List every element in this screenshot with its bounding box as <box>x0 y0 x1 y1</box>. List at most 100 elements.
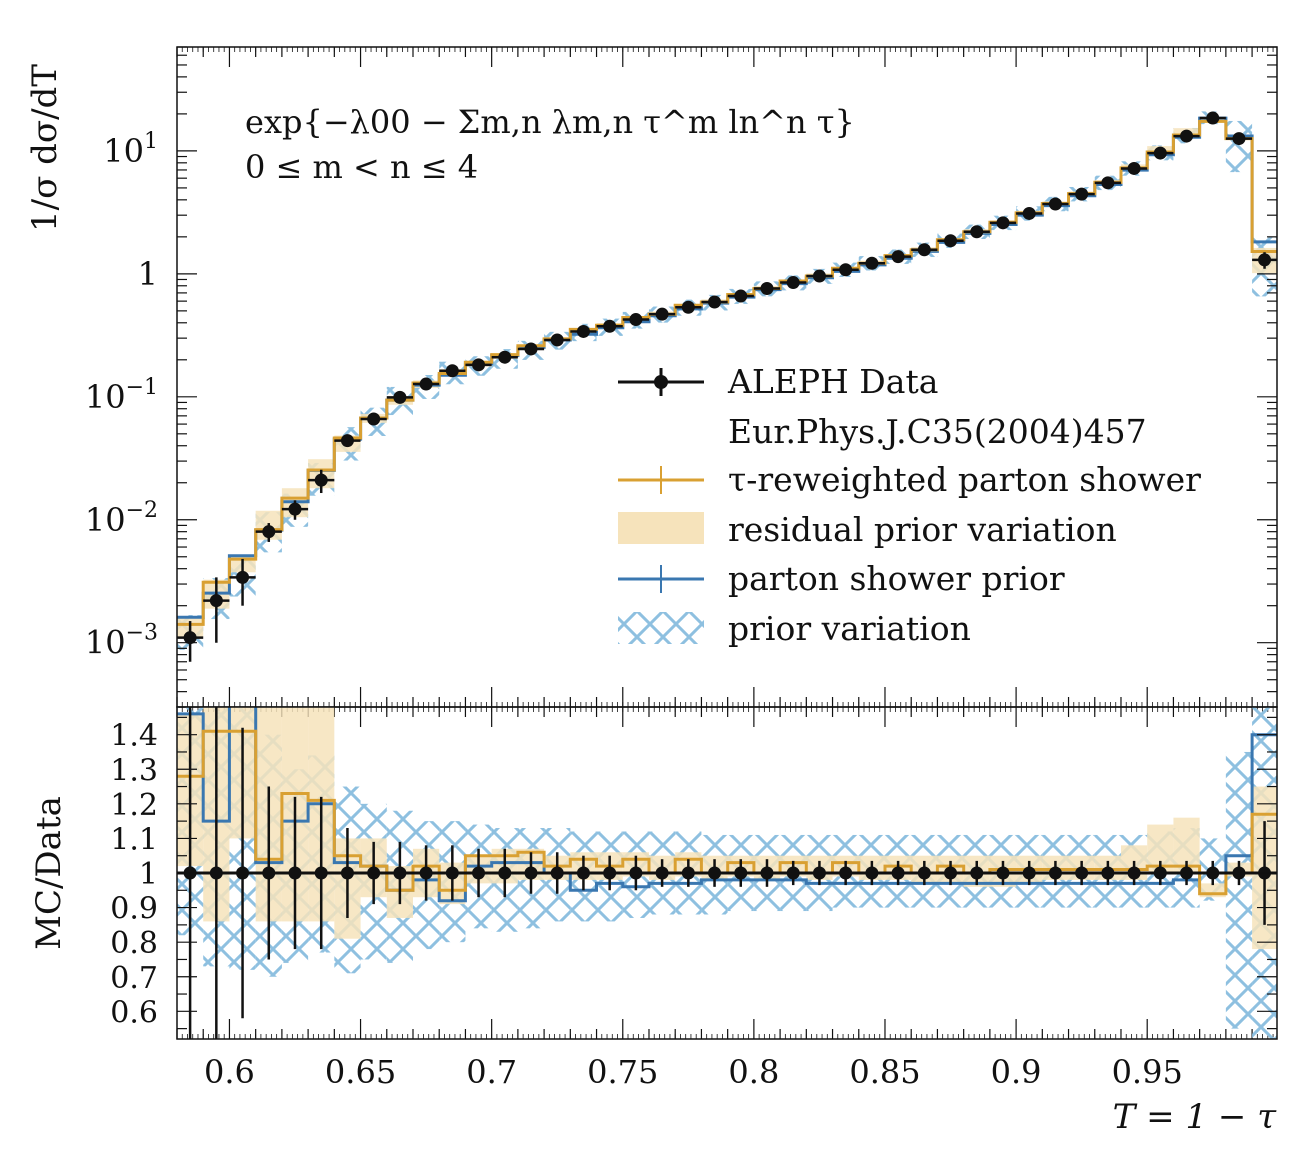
ratio-data-point <box>970 866 984 880</box>
main-data-point <box>550 333 564 347</box>
main-data-point <box>812 269 826 283</box>
main-data-point <box>760 282 774 296</box>
main-data-point <box>393 390 407 404</box>
x-tick-label: 0.95 <box>1112 1053 1183 1091</box>
main-data-point <box>419 377 433 391</box>
ratio-data-point <box>498 866 512 880</box>
ratio-data-point <box>1075 866 1089 880</box>
main-data-point <box>1206 111 1220 125</box>
ratio-y-axis-label: MC/Data <box>29 796 69 950</box>
main-data-point <box>367 412 381 426</box>
legend-label-aleph-data: ALEPH Data <box>727 362 938 401</box>
main-data-point <box>891 250 905 264</box>
main-data-point <box>1258 253 1272 267</box>
ratio-data-point <box>655 866 669 880</box>
ratio-data-point <box>576 866 590 880</box>
main-data-point <box>288 502 302 516</box>
ratio-data-point <box>1153 866 1167 880</box>
ratio-y-tick-label: 0.7 <box>110 961 158 996</box>
legend-label-prior-variation: prior variation <box>728 609 971 648</box>
main-data-point <box>1101 176 1115 190</box>
ratio-data-point <box>996 866 1010 880</box>
main-data-point <box>576 324 590 338</box>
ratio-y-tick-label: 1.1 <box>110 822 158 857</box>
ratio-data-point <box>314 866 328 880</box>
ratio-data-point <box>340 866 354 880</box>
ratio-data-point <box>812 866 826 880</box>
ratio-data-point <box>550 866 564 880</box>
ratio-data-point <box>944 866 958 880</box>
ratio-data-point <box>1127 866 1141 880</box>
main-prior-variation-bin <box>1225 120 1253 173</box>
ratio-data-point <box>891 866 905 880</box>
ratio-axes: 0.6 0.65 0.7 0.75 0.8 0.85 0.9 0.950.60.70.80.9… <box>110 706 1278 1091</box>
ratio-data-point <box>288 866 302 880</box>
formula-line-2: 0 ≤ m < n ≤ 4 <box>245 148 478 186</box>
x-tick-label: 0.7 <box>466 1053 517 1091</box>
main-data-point <box>445 364 459 378</box>
ratio-data-point <box>393 866 407 880</box>
main-y-tick-label: 10−3 <box>85 621 158 662</box>
ratio-data-point <box>236 866 250 880</box>
main-data-point <box>183 631 197 645</box>
x-tick-label: 0.6 <box>204 1053 255 1091</box>
main-data-point <box>786 276 800 290</box>
x-tick-label: 0.8 <box>728 1053 779 1091</box>
ratio-data-point <box>603 866 617 880</box>
main-data-point <box>1022 206 1036 220</box>
formula-annotation: exp{−λ00 − Σm,n λm,n τ^m ln^n τ} 0 ≤ m <… <box>245 103 855 186</box>
ratio-y-tick-label: 1 <box>139 857 158 892</box>
ratio-panel: 0.6 0.65 0.7 0.75 0.8 0.85 0.9 0.950.60.70.80.9… <box>29 706 1278 1137</box>
legend-marker-aleph-dot <box>654 375 668 389</box>
main-data-point <box>865 256 879 270</box>
legend-entry-aleph-data: ALEPH Data Eur.Phys.J.C35(2004)457 <box>618 362 1147 451</box>
legend-entry-parton-shower-prior: parton shower prior <box>618 559 1065 598</box>
ratio-data-point <box>1101 866 1115 880</box>
ratio-data-point <box>734 866 748 880</box>
main-data-point <box>524 342 538 356</box>
ratio-data-point <box>917 866 931 880</box>
main-data-point <box>996 216 1010 230</box>
ratio-data-point <box>1048 866 1062 880</box>
ratio-data-point <box>524 866 538 880</box>
main-data-point <box>209 594 223 608</box>
ratio-data-point <box>1232 866 1246 880</box>
ratio-data-point <box>681 866 695 880</box>
ratio-data-point <box>209 866 223 880</box>
ratio-data-point <box>629 866 643 880</box>
ratio-y-tick-label: 0.9 <box>110 892 158 927</box>
main-data-point <box>314 473 328 487</box>
main-data-point <box>944 234 958 248</box>
legend-label-parton-shower-prior: parton shower prior <box>728 559 1065 598</box>
main-data-point <box>1153 146 1167 160</box>
legend-marker-prior-variation-hatch <box>618 612 704 644</box>
main-y-tick-label: 1 <box>138 255 158 293</box>
main-data-point <box>708 295 722 309</box>
main-data-point <box>472 358 486 372</box>
ratio-plot-area <box>177 707 1277 1039</box>
main-data-point <box>734 289 748 303</box>
main-data-point <box>1048 197 1062 211</box>
ratio-y-tick-label: 0.6 <box>110 995 158 1030</box>
main-data-point <box>970 225 984 239</box>
ratio-data-point <box>445 866 459 880</box>
ratio-data-point <box>1206 866 1220 880</box>
ratio-prior-variation-bin <box>1225 751 1253 1029</box>
x-axis-label: T = 1 − τ <box>1113 1097 1278 1137</box>
legend-label-aleph-reference: Eur.Phys.J.C35(2004)457 <box>728 412 1147 451</box>
x-tick-label: 0.75 <box>587 1053 658 1091</box>
legend-entry-prior-variation: prior variation <box>618 609 971 648</box>
main-data-point <box>262 525 276 539</box>
legend-label-residual-variation: residual prior variation <box>728 510 1117 549</box>
main-data-point <box>236 570 250 584</box>
main-data-point <box>1075 187 1089 201</box>
ratio-data-point <box>708 866 722 880</box>
ratio-data-point <box>760 866 774 880</box>
ratio-y-tick-label: 0.8 <box>110 926 158 961</box>
main-panel: 10−3 10−2 10−1 1 101 1/σ dσ/dT exp{−λ00 − Σm… <box>25 46 1278 1039</box>
main-data-point <box>1127 161 1141 175</box>
x-tick-label: 0.85 <box>849 1053 920 1091</box>
main-data-point <box>1232 132 1246 146</box>
main-data-point <box>603 319 617 333</box>
ratio-y-tick-label: 1.3 <box>110 753 158 788</box>
